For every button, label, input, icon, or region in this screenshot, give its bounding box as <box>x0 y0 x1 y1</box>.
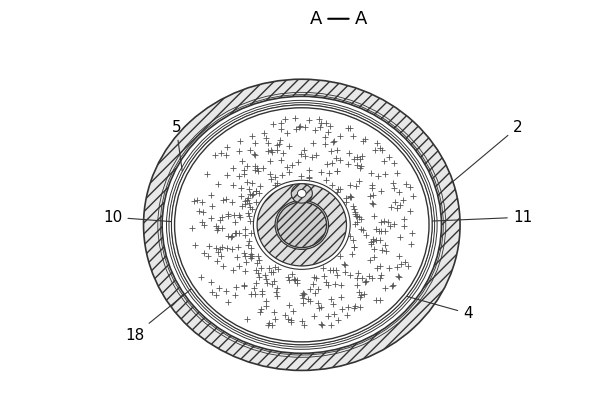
Text: A: A <box>310 10 322 28</box>
Ellipse shape <box>174 108 429 342</box>
Ellipse shape <box>179 112 424 338</box>
Ellipse shape <box>275 200 328 249</box>
Text: 11: 11 <box>345 210 532 225</box>
Text: 10: 10 <box>103 210 212 225</box>
Ellipse shape <box>162 96 442 353</box>
Text: 4: 4 <box>390 292 473 321</box>
Ellipse shape <box>185 118 418 332</box>
Ellipse shape <box>291 184 312 203</box>
Text: 2: 2 <box>445 120 522 188</box>
Ellipse shape <box>253 180 351 269</box>
Ellipse shape <box>298 190 306 198</box>
Ellipse shape <box>171 105 432 345</box>
Text: A: A <box>355 10 367 28</box>
Text: 18: 18 <box>125 275 208 343</box>
Ellipse shape <box>185 118 418 332</box>
Ellipse shape <box>144 79 460 370</box>
Text: 5: 5 <box>171 120 182 171</box>
Ellipse shape <box>257 184 346 266</box>
Ellipse shape <box>277 202 326 248</box>
